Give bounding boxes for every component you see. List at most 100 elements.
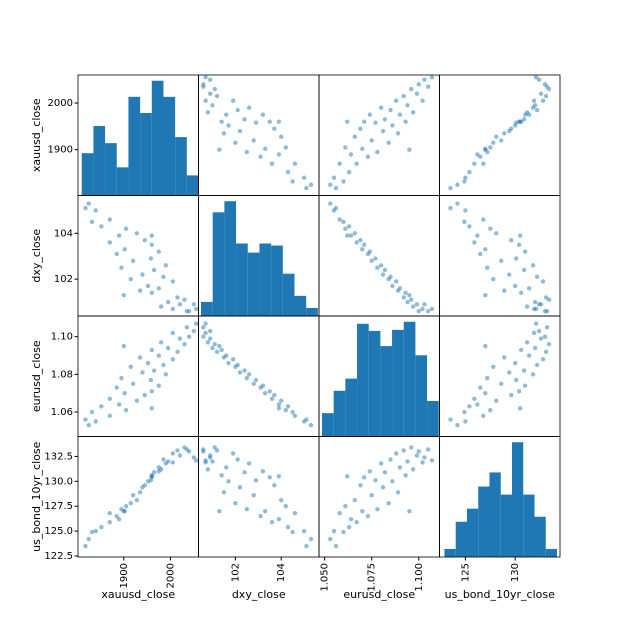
scatter-point (151, 267, 157, 273)
scatter-point (207, 91, 213, 96)
histogram-bar (322, 413, 334, 437)
scatter-point (156, 249, 162, 254)
scatter-point (345, 233, 350, 238)
scatter-point (226, 479, 231, 484)
scatter-point (455, 423, 460, 428)
histogram-bar (81, 153, 94, 196)
scatter-point (242, 117, 247, 122)
scatter-point (426, 447, 431, 452)
histogram-bar (333, 390, 346, 437)
scatter-point (203, 98, 208, 103)
scatter-point (341, 219, 346, 225)
scatter-point (420, 460, 425, 465)
scatter-point (193, 306, 199, 312)
scatter-point (107, 413, 112, 418)
scatter-point (99, 224, 104, 229)
scatter-point (207, 336, 213, 341)
scatter-point (531, 330, 537, 336)
scatter-point (499, 381, 504, 386)
scatter-point (290, 409, 295, 415)
histogram-bar (403, 321, 416, 437)
histogram-bar (380, 346, 393, 437)
scatter-point (151, 368, 157, 373)
scatter-point (86, 536, 91, 542)
scatter-point (478, 154, 483, 159)
scatter-point (83, 543, 88, 549)
scatter-point (546, 342, 552, 347)
scatter-point (331, 175, 337, 180)
x-tick-label: 1.050 (320, 563, 331, 592)
scatter-point (472, 396, 477, 402)
scatter-point (488, 407, 493, 413)
scatter-point (308, 182, 314, 187)
scatter-point (455, 201, 460, 206)
scatter-point (175, 349, 180, 354)
scatter-point (499, 258, 504, 263)
scatter-point (177, 336, 183, 341)
scatter-point (210, 459, 215, 464)
scatter-point (276, 474, 282, 479)
scatter-point (534, 362, 540, 368)
scatter-point (532, 345, 538, 351)
panel-frame (198, 436, 320, 558)
scatter-point (422, 302, 427, 307)
panel-frame (198, 74, 320, 196)
scatter-point (491, 140, 496, 145)
scatter-point (348, 516, 354, 522)
scatter-point (422, 77, 427, 82)
scatter-point (145, 360, 151, 366)
scatter-point (502, 355, 507, 360)
scatter-point (472, 240, 477, 245)
histogram-bar (511, 442, 524, 557)
histogram-bar (392, 329, 404, 437)
x-tick-label: 130 (510, 563, 521, 582)
scatter-point (217, 147, 222, 152)
scatter-point (279, 134, 284, 139)
y-tick-label: 132.5 (44, 451, 73, 462)
scatter-point (221, 131, 227, 136)
y-tick-label: 127.5 (44, 501, 73, 512)
scatter-point (107, 240, 112, 245)
scatter-point (290, 179, 295, 184)
scatter-point (483, 147, 488, 152)
scatter-point (267, 119, 272, 124)
scatter-point (134, 498, 140, 503)
scatter-point (509, 237, 514, 243)
scatter-point (235, 107, 240, 113)
scatter-point (258, 513, 263, 519)
scatter-point (285, 524, 291, 530)
scatter-point (145, 479, 151, 484)
scatter-point (193, 321, 199, 326)
scatter-point (526, 286, 532, 291)
scatter-point (346, 169, 352, 175)
scatter-point (210, 345, 215, 351)
scatter-point (149, 347, 154, 353)
scatter-point (375, 506, 380, 512)
scatter-point (524, 340, 530, 345)
scatter-point (122, 247, 127, 252)
scatter-point (380, 272, 386, 277)
scatter-point (543, 295, 549, 300)
scatter-point (242, 368, 247, 373)
histogram-bar (93, 126, 106, 196)
scatter-point (397, 465, 403, 470)
scatter-point (360, 146, 365, 151)
scatter-point (201, 325, 206, 330)
x-axis-label: eurusd_close (343, 588, 415, 601)
scatter-point (260, 112, 266, 117)
histogram-bar (282, 273, 295, 316)
x-tick-label: 104 (276, 563, 287, 582)
scatter-point (354, 161, 359, 166)
scatter-point (156, 383, 162, 388)
scatter-point (230, 98, 236, 103)
scatter-point (483, 390, 488, 396)
scatter-point (393, 451, 399, 456)
scatter-point (462, 179, 467, 184)
scatter-point (123, 226, 129, 231)
scatter-point (122, 390, 127, 396)
scatter-point (390, 283, 395, 289)
scatter-point (224, 112, 229, 117)
scatter-point (373, 478, 378, 483)
scatter-point (276, 402, 282, 407)
scatter-point (244, 375, 250, 381)
